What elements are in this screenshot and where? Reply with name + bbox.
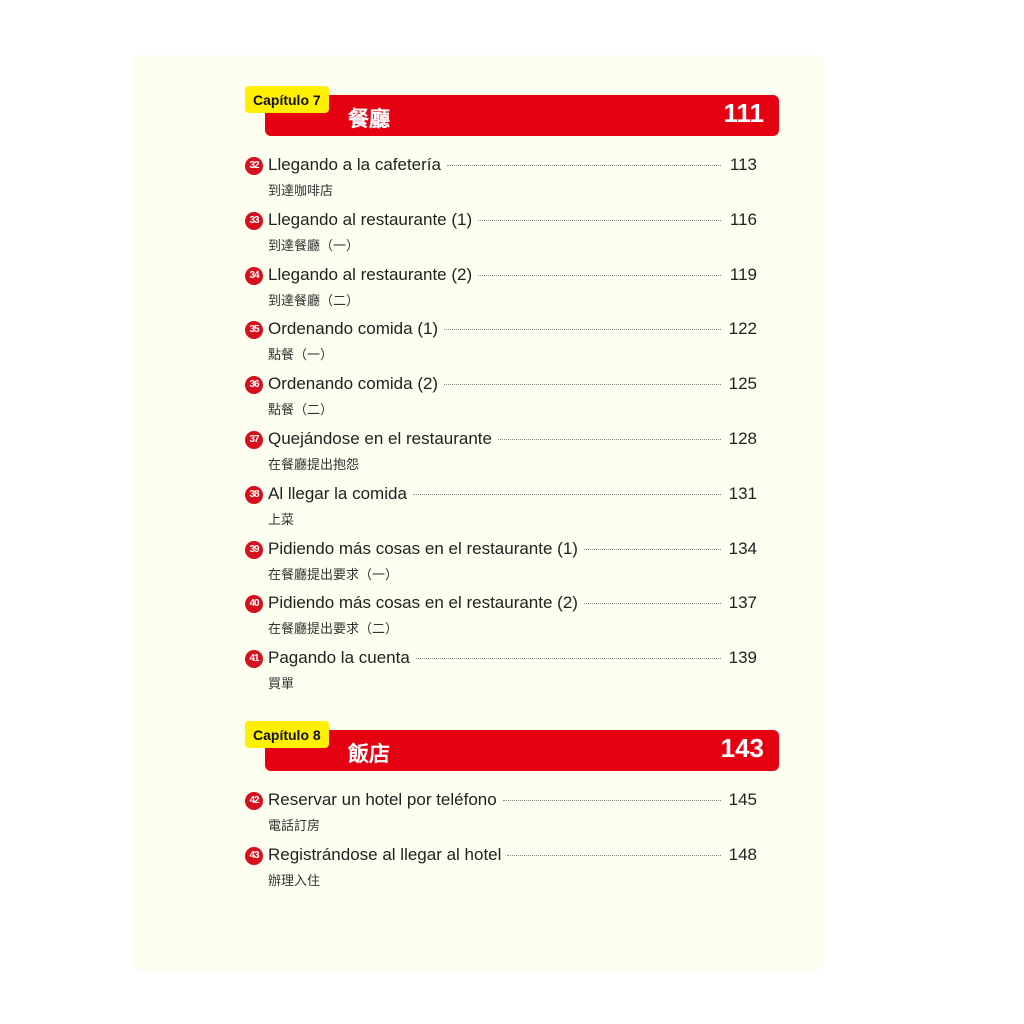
toc-entry[interactable]: 39 Pidiendo más cosas en el restaurante (… [245,539,757,589]
entry-title: Pagando la cuenta [268,648,410,668]
entry-title: Pidiendo más cosas en el restaurante (2) [268,593,578,613]
chapter-page: 111 [723,98,764,128]
chapter-bar [265,730,779,771]
toc-entry[interactable]: 32 Llegando a la cafetería 113 到達咖啡店 [245,155,757,205]
dot-leader [478,274,721,276]
entry-subtitle: 上菜 [268,511,295,527]
entry-page: 128 [728,429,757,448]
toc-entry[interactable]: 43 Registrándose al llegar al hotel 148 辦理入… [245,845,757,895]
entry-page: 119 [729,264,757,284]
entry-page: 137 [728,593,757,613]
dot-leader [446,165,721,166]
dot-leader [412,493,721,495]
page [133,55,823,970]
entry-subtitle: 在餐廳提出要求（一） [268,566,399,582]
toc-entry[interactable]: 34 Llegando al restaurante (2) 119 到達餐廳（二） [245,265,757,315]
dot-leader [498,439,721,440]
entry-subtitle: 在餐廳提出抱怨 [268,457,360,472]
entry-title: Llegando al restaurante (2) [268,264,473,284]
lesson-number-badge: 36 [245,376,263,395]
chapter-bar [265,95,779,136]
entry-title: Reservar un hotel por teléfono [268,790,497,809]
entry-title: Llegando a la cafetería [268,155,441,174]
toc-entry[interactable]: 33 Llegando al restaurante (1) 116 到達餐廳（一） [245,210,757,260]
dot-leader [502,800,721,801]
entry-subtitle: 辦理入住 [268,872,321,888]
entry-page: 148 [728,844,757,864]
lesson-number-badge: 35 [245,321,263,340]
dot-leader [583,548,721,550]
entry-page: 122 [728,319,757,339]
entry-title: Al llegar la comida [268,483,407,503]
lesson-number-badge: 32 [245,157,263,175]
lesson-number-badge: 40 [245,595,263,614]
entry-title: Ordenando comida (2) [268,374,439,394]
entry-title: Ordenando comida (1) [268,319,439,339]
lesson-number-badge: 34 [245,266,263,285]
toc-entry[interactable]: 40 Pidiendo más cosas en el restaurante (… [245,593,757,643]
entry-title: Quejándose en el restaurante [268,429,492,448]
chapter-page: 143 [720,733,764,763]
entry-subtitle: 電話訂房 [268,818,321,833]
dot-leader [444,329,721,331]
chapter-title: 餐廳 [348,108,390,131]
entry-subtitle: 到達餐廳（一） [268,237,360,253]
entry-subtitle: 買單 [268,676,295,692]
entry-subtitle: 點餐（二） [268,402,334,418]
lesson-number-badge: 33 [245,211,263,230]
entry-page: 145 [728,790,757,809]
toc-entry[interactable]: 42 Reservar un hotel por teléfono 145 電話訂房 [245,790,757,840]
entry-title: Llegando al restaurante (1) [268,209,473,229]
toc-entry[interactable]: 36 Ordenando comida (2) 125 點餐（二） [245,374,757,424]
chapter-header: Capítulo 8 飯店 143 [245,721,780,771]
lesson-number-badge: 39 [245,540,263,559]
entry-title: Registrándose al llegar al hotel [268,844,502,864]
lesson-number-badge: 42 [245,792,263,810]
entry-title: Pidiendo más cosas en el restaurante (1) [268,538,578,558]
lesson-number-badge: 41 [245,650,263,669]
lesson-number-badge: 38 [245,485,263,504]
chapter-label: Capítulo 7 [245,86,329,113]
toc-entry[interactable]: 38 Al llegar la comida 131 上菜 [245,484,757,534]
entry-subtitle: 到達咖啡店 [268,183,334,198]
entry-page: 113 [729,155,757,174]
entry-page: 116 [729,209,757,229]
chapter-label: Capítulo 8 [245,721,329,748]
entry-subtitle: 點餐（一） [268,347,334,363]
chapter-title: 飯店 [348,743,390,766]
dot-leader [415,658,721,660]
dot-leader [507,854,721,856]
entry-subtitle: 到達餐廳（二） [268,292,360,308]
dot-leader [444,384,721,386]
entry-page: 131 [728,483,757,503]
entry-page: 125 [728,374,757,394]
dot-leader [478,219,721,221]
dot-leader [583,603,721,605]
chapter-header: Capítulo 7 餐廳 111 [245,86,780,136]
toc-entry[interactable]: 37 Quejándose en el restaurante 128 在餐廳提出抱怨 [245,429,757,479]
toc-entry[interactable]: 35 Ordenando comida (1) 122 點餐（一） [245,319,757,369]
entry-subtitle: 在餐廳提出要求（二） [268,621,399,637]
entry-page: 134 [728,538,757,558]
entry-page: 139 [728,648,757,668]
lesson-number-badge: 43 [245,846,263,865]
toc-entry[interactable]: 41 Pagando la cuenta 139 買單 [245,648,757,698]
lesson-number-badge: 37 [245,431,263,449]
